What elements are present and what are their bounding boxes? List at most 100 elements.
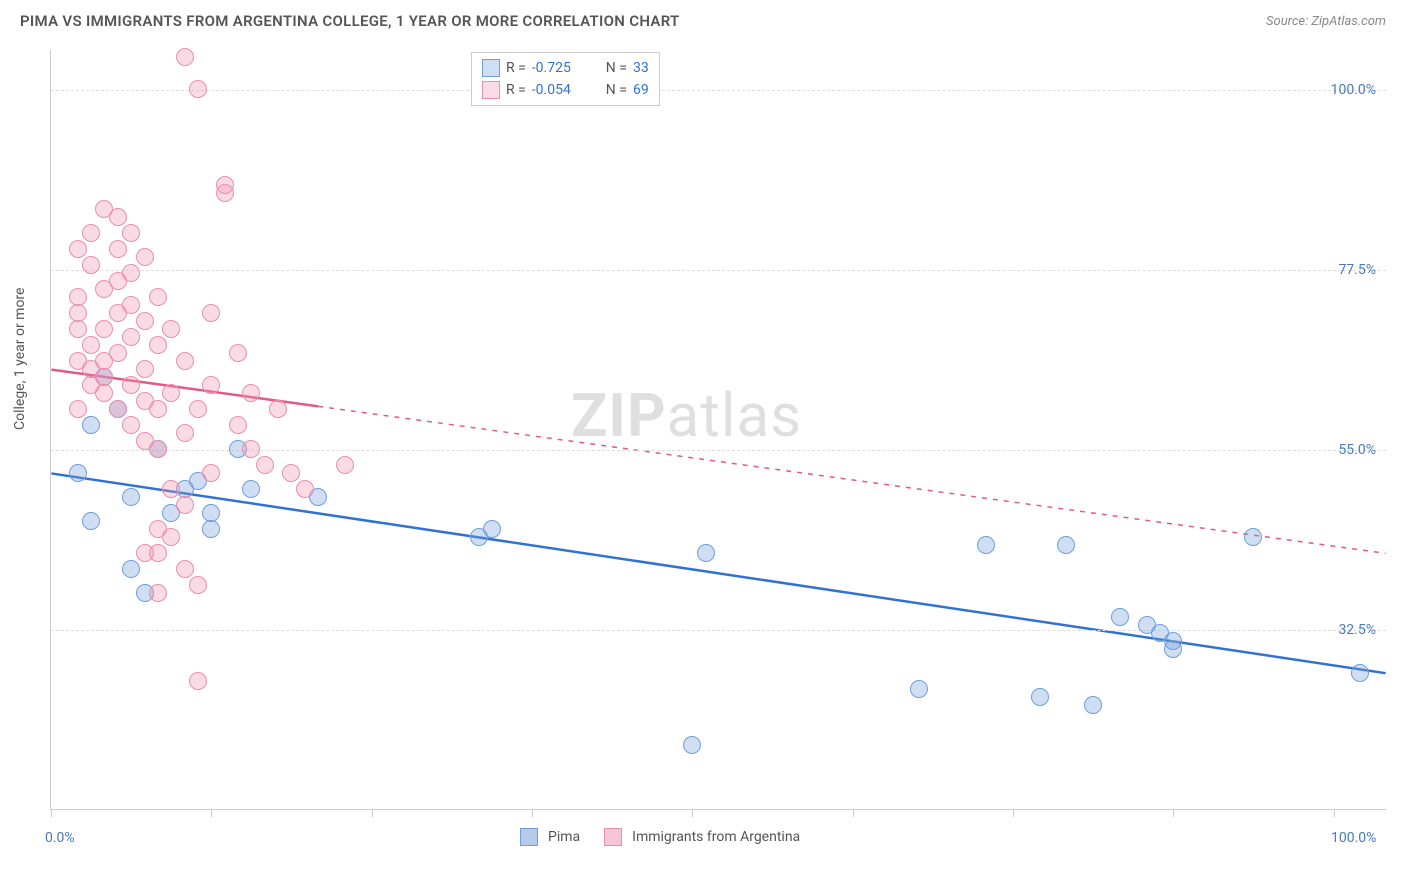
scatter-point bbox=[202, 520, 220, 538]
stat-r-value: -0.054 bbox=[532, 82, 592, 98]
scatter-point bbox=[149, 584, 167, 602]
scatter-point bbox=[69, 304, 87, 322]
legend-swatch bbox=[604, 828, 622, 846]
scatter-point bbox=[109, 208, 127, 226]
scatter-point bbox=[149, 288, 167, 306]
stats-legend-row: R =-0.725N =33 bbox=[482, 57, 649, 79]
scatter-point bbox=[82, 256, 100, 274]
stats-legend: R =-0.725N =33R =-0.054N =69 bbox=[471, 52, 660, 106]
scatter-point bbox=[336, 456, 354, 474]
x-tick bbox=[1334, 809, 1335, 817]
scatter-point bbox=[1031, 688, 1049, 706]
scatter-point bbox=[69, 464, 87, 482]
y-tick-label: 55.0% bbox=[1338, 442, 1376, 458]
scatter-point bbox=[242, 384, 260, 402]
trend-lines-layer bbox=[51, 50, 1386, 809]
y-tick-label: 32.5% bbox=[1338, 622, 1376, 638]
scatter-point bbox=[95, 368, 113, 386]
gridline-h bbox=[51, 270, 1386, 271]
stat-label: R = bbox=[506, 60, 526, 76]
scatter-point bbox=[136, 544, 154, 562]
scatter-point bbox=[176, 560, 194, 578]
scatter-point bbox=[162, 480, 180, 498]
x-tick bbox=[532, 809, 533, 817]
scatter-point bbox=[282, 464, 300, 482]
scatter-point bbox=[1351, 664, 1369, 682]
scatter-point bbox=[216, 176, 234, 194]
scatter-point bbox=[122, 328, 140, 346]
scatter-point bbox=[229, 416, 247, 434]
scatter-point bbox=[95, 320, 113, 338]
scatter-point bbox=[136, 248, 154, 266]
scatter-point bbox=[977, 536, 995, 554]
stat-n-value: 69 bbox=[633, 82, 649, 98]
legend-label: Immigrants from Argentina bbox=[632, 829, 800, 845]
scatter-point bbox=[122, 264, 140, 282]
scatter-point bbox=[122, 488, 140, 506]
trend-line-solid bbox=[51, 473, 1385, 673]
scatter-point bbox=[697, 544, 715, 562]
legend-swatch bbox=[482, 81, 500, 99]
scatter-point bbox=[1244, 528, 1262, 546]
scatter-point bbox=[122, 296, 140, 314]
scatter-point bbox=[483, 520, 501, 538]
y-tick-label: 100.0% bbox=[1331, 82, 1376, 98]
scatter-point bbox=[242, 480, 260, 498]
scatter-point bbox=[149, 400, 167, 418]
x-tick-label: 0.0% bbox=[45, 830, 75, 846]
series-legend: Pima Immigrants from Argentina bbox=[520, 828, 814, 846]
scatter-point bbox=[256, 456, 274, 474]
scatter-point bbox=[162, 528, 180, 546]
scatter-point bbox=[136, 312, 154, 330]
scatter-point bbox=[122, 416, 140, 434]
scatter-point bbox=[176, 352, 194, 370]
scatter-point bbox=[683, 736, 701, 754]
stats-legend-row: R =-0.054N =69 bbox=[482, 79, 649, 101]
scatter-point bbox=[109, 400, 127, 418]
scatter-point bbox=[122, 376, 140, 394]
scatter-point bbox=[296, 480, 314, 498]
stat-r-value: -0.725 bbox=[532, 60, 592, 76]
legend-swatch bbox=[482, 59, 500, 77]
scatter-point bbox=[69, 240, 87, 258]
scatter-chart: ZIPatlas 100.0%77.5%55.0%32.5%R =-0.725N… bbox=[50, 50, 1386, 810]
scatter-point bbox=[189, 400, 207, 418]
scatter-point bbox=[82, 224, 100, 242]
scatter-point bbox=[176, 48, 194, 66]
scatter-point bbox=[1164, 640, 1182, 658]
stat-label: N = bbox=[606, 60, 627, 76]
x-tick bbox=[692, 809, 693, 817]
scatter-point bbox=[82, 512, 100, 530]
x-tick bbox=[1173, 809, 1174, 817]
y-tick-label: 77.5% bbox=[1338, 262, 1376, 278]
scatter-point bbox=[176, 496, 194, 514]
scatter-point bbox=[122, 560, 140, 578]
scatter-point bbox=[82, 416, 100, 434]
scatter-point bbox=[136, 360, 154, 378]
x-tick bbox=[1013, 809, 1014, 817]
scatter-point bbox=[149, 440, 167, 458]
stat-label: R = bbox=[506, 82, 526, 98]
scatter-point bbox=[1084, 696, 1102, 714]
scatter-point bbox=[69, 400, 87, 418]
scatter-point bbox=[202, 304, 220, 322]
scatter-point bbox=[162, 384, 180, 402]
scatter-point bbox=[69, 288, 87, 306]
gridline-h bbox=[51, 90, 1386, 91]
scatter-point bbox=[82, 336, 100, 354]
x-tick bbox=[211, 809, 212, 817]
scatter-point bbox=[189, 80, 207, 98]
legend-swatch bbox=[520, 828, 538, 846]
x-tick bbox=[51, 809, 52, 817]
scatter-point bbox=[1111, 608, 1129, 626]
scatter-point bbox=[189, 576, 207, 594]
chart-title: PIMA VS IMMIGRANTS FROM ARGENTINA COLLEG… bbox=[20, 12, 680, 30]
scatter-point bbox=[910, 680, 928, 698]
scatter-point bbox=[109, 240, 127, 258]
title-bar: PIMA VS IMMIGRANTS FROM ARGENTINA COLLEG… bbox=[0, 0, 1406, 38]
scatter-point bbox=[202, 464, 220, 482]
scatter-point bbox=[1057, 536, 1075, 554]
scatter-point bbox=[176, 424, 194, 442]
legend-label: Pima bbox=[548, 829, 580, 845]
scatter-point bbox=[149, 336, 167, 354]
